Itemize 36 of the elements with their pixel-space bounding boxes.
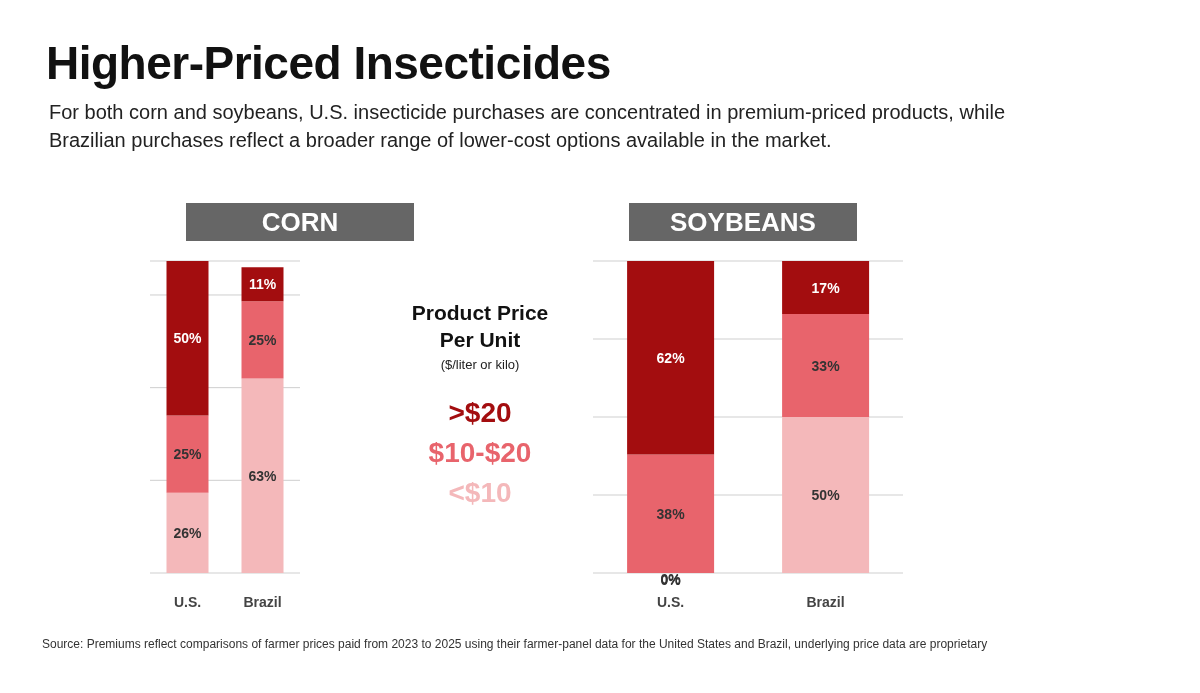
bar — [166, 261, 209, 416]
x-tick-label: Brazil — [243, 593, 282, 610]
bar — [782, 261, 870, 315]
data-label: 26% — [173, 524, 203, 541]
data-label: 33% — [811, 357, 841, 374]
bar — [241, 301, 284, 379]
data-label: 17% — [811, 279, 841, 296]
x-tick-label: U.S. — [173, 593, 202, 610]
bar — [627, 454, 715, 573]
text: >$20 — [447, 396, 513, 430]
data-label: 11% — [248, 276, 277, 293]
bar — [241, 378, 284, 573]
bar — [166, 492, 209, 573]
chart-title: CORN — [186, 203, 414, 241]
data-label: 0% — [660, 571, 682, 587]
data-label: 50% — [173, 330, 203, 347]
x-tick-label: U.S. — [656, 593, 685, 610]
chart-title: SOYBEANS — [629, 203, 857, 241]
text: ($/liter or kilo) — [439, 357, 521, 372]
data-label: 62% — [656, 349, 686, 366]
legend-title: Product Price Per Unit — [410, 300, 550, 353]
data-label: 38% — [656, 505, 686, 522]
bar — [166, 415, 209, 493]
bar — [782, 417, 870, 573]
data-label: 25% — [248, 331, 278, 348]
data-label: 25% — [173, 446, 203, 463]
text: Higher-Priced Insecticides — [46, 36, 611, 90]
data-label: 63% — [248, 467, 278, 484]
source-note: Source: Premiums reflect comparisons of farmer prices paid from 2023 to 2025 using their farmer-panel data for the United States and Brazil, underlying price data are proprietary — [42, 636, 989, 653]
text: <$10 — [447, 476, 513, 510]
bar — [627, 261, 715, 455]
text: $10-$20 — [427, 436, 533, 470]
data-label: 50% — [811, 487, 841, 503]
x-tick-label: Brazil — [806, 593, 845, 610]
bar — [782, 314, 870, 417]
text: For both corn and soybeans, U.S. insecticide purchases are concentrated in premium-priced products, while Brazilian purchases reflect a broader range of lower-cost options available in the market. — [49, 100, 1007, 153]
